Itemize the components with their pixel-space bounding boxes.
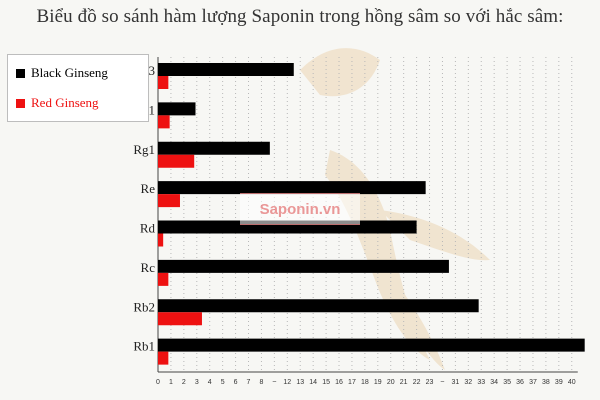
bar-red-ginseng (158, 154, 195, 168)
x-tick-label: 12 (283, 379, 291, 386)
bar-red-ginseng (158, 272, 169, 286)
bar-red-ginseng (158, 115, 170, 129)
bar-black-ginseng (158, 102, 196, 116)
legend-item-red-ginseng: Red Ginseng (16, 95, 99, 111)
bar-black-ginseng (158, 141, 270, 155)
chart-title: Biểu đồ so sánh hàm lượng Saponin trong … (36, 6, 564, 27)
x-tick-label: 3 (195, 379, 199, 386)
x-tick-label: 31 (451, 379, 459, 386)
category-label: Re (141, 181, 156, 196)
x-tick-label: 33 (477, 379, 485, 386)
bar-black-ginseng (158, 299, 479, 313)
bar-red-ginseng (158, 351, 169, 365)
category-label: Rb2 (133, 299, 155, 314)
category-label: Rb1 (133, 339, 155, 354)
x-tick-label: 35 (503, 379, 511, 386)
x-tick-label: 40 (568, 379, 576, 386)
chart-legend: Black Ginseng Red Ginseng (7, 54, 149, 122)
x-tick-label: 18 (361, 379, 369, 386)
x-tick-label: 0 (156, 379, 160, 386)
x-tick-label: 22 (413, 379, 421, 386)
bar-black-ginseng (158, 338, 585, 352)
category-label: Rg1 (133, 142, 155, 157)
bar-red-ginseng (158, 76, 169, 89)
x-tick-label: 14 (309, 379, 317, 386)
x-tick-label: ~ (440, 379, 444, 386)
x-tick-label: 15 (322, 379, 330, 386)
x-tick-label: 23 (426, 379, 434, 386)
bar-black-ginseng (158, 63, 294, 76)
category-label: Rc (141, 260, 156, 275)
x-tick-label: 36 (516, 379, 524, 386)
bar-red-ginseng (158, 233, 164, 247)
bar-black-ginseng (158, 181, 426, 195)
legend-swatch-red (16, 98, 25, 108)
x-tick-label: 6 (234, 379, 238, 386)
legend-swatch-black (16, 68, 25, 78)
x-tick-label: 19 (374, 379, 382, 386)
x-tick-label: 2 (182, 379, 186, 386)
category-label: Rd (140, 221, 156, 236)
x-tick-label: 21 (400, 379, 408, 386)
ginseng-root-watermark (300, 48, 490, 370)
x-tick-label: 39 (555, 379, 563, 386)
bar-black-ginseng (158, 220, 417, 234)
x-tick-label: 38 (542, 379, 550, 386)
x-tick-label: 1 (169, 379, 173, 386)
legend-item-black-ginseng: Black Ginseng (16, 65, 108, 81)
legend-label: Black Ginseng (31, 65, 108, 80)
x-tick-label: 20 (387, 379, 395, 386)
x-tick-label: 7 (247, 379, 251, 386)
x-tick-label: ~ (272, 379, 276, 386)
x-tick-label: 17 (348, 379, 356, 386)
x-tick-label: 37 (529, 379, 537, 386)
x-tick-label: 16 (335, 379, 343, 386)
x-tick-label: 32 (464, 379, 472, 386)
bar-red-ginseng (158, 312, 202, 326)
x-tick-label: 5 (221, 379, 225, 386)
bar-black-ginseng (158, 259, 449, 273)
x-tick-label: 34 (490, 379, 498, 386)
x-tick-label: 13 (296, 379, 304, 386)
bar-red-ginseng (158, 194, 180, 208)
x-tick-label: 8 (259, 379, 263, 386)
legend-label: Red Ginseng (31, 95, 99, 110)
x-tick-label: 4 (208, 379, 212, 386)
